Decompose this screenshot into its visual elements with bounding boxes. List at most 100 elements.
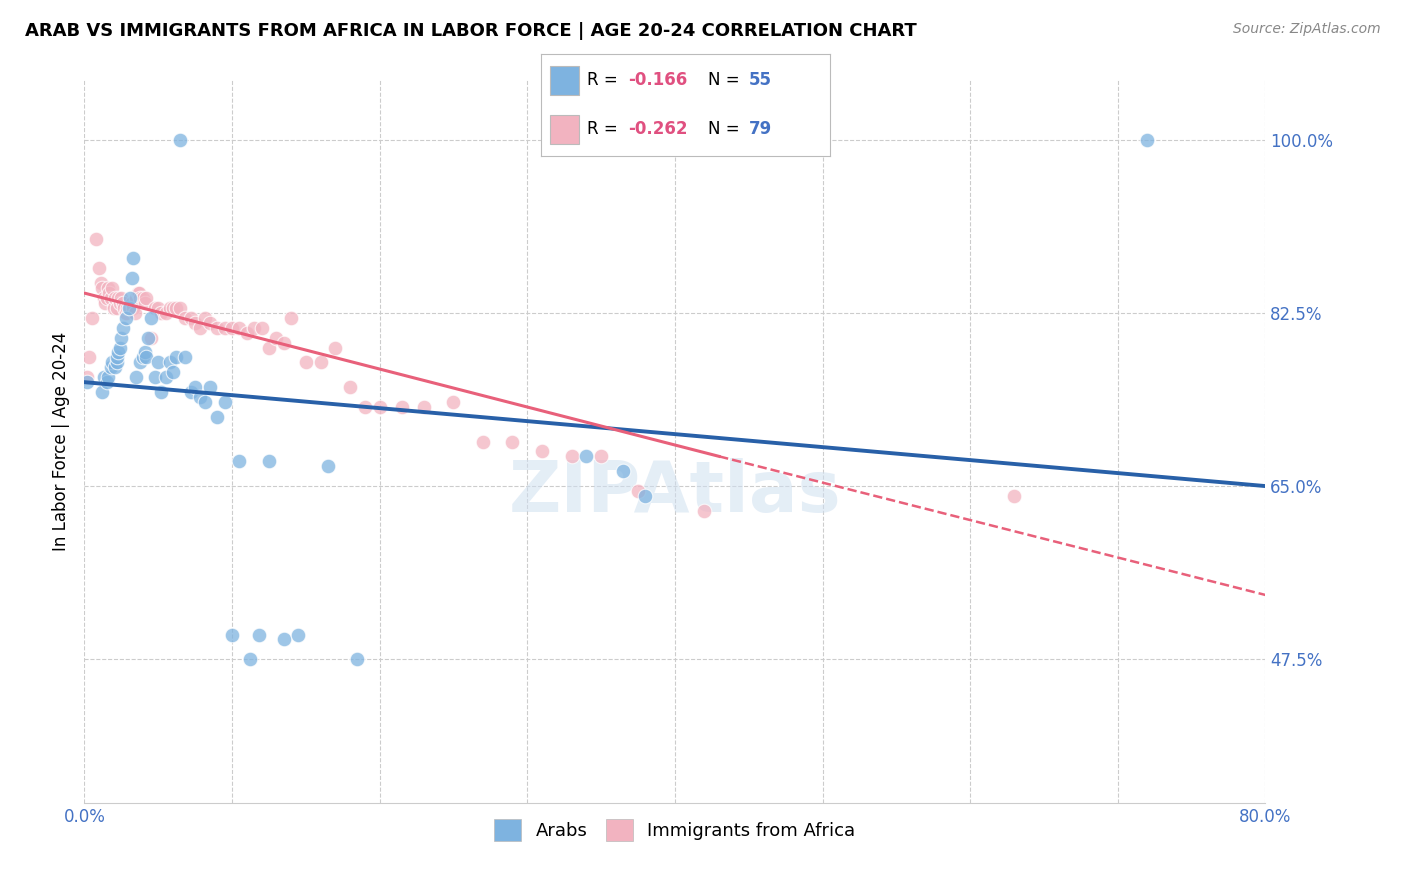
Point (148, 355, 170, 369)
Point (93, 370, 115, 384)
Point (132, 291, 155, 305)
Y-axis label: In Labor Force | Age 20-24: In Labor Force | Age 20-24 (52, 332, 70, 551)
Text: 55: 55 (749, 71, 772, 89)
Point (368, 400, 391, 414)
Point (139, 330, 162, 344)
Point (120, 301, 142, 315)
Point (221, 627, 243, 641)
Point (97, 370, 120, 384)
Point (207, 409, 229, 424)
Point (100, 360, 122, 375)
Point (110, 330, 132, 344)
Point (135, 351, 157, 365)
Point (162, 365, 184, 379)
Point (591, 450, 613, 464)
Point (561, 450, 583, 464)
Point (132, 351, 155, 365)
Point (118, 301, 141, 315)
Point (122, 301, 145, 315)
Point (316, 459, 339, 474)
Point (198, 380, 221, 394)
Point (129, 291, 152, 305)
Point (110, 291, 132, 305)
Text: ZIPAtlas: ZIPAtlas (509, 458, 841, 526)
Point (1136, 133, 1159, 147)
Point (97, 281, 120, 295)
Point (105, 301, 128, 315)
Point (531, 444, 554, 458)
Point (124, 306, 146, 320)
Point (84, 232, 107, 246)
Point (96, 291, 118, 305)
Point (273, 632, 295, 647)
Point (90, 276, 112, 290)
Point (266, 330, 288, 344)
Point (129, 355, 152, 369)
FancyBboxPatch shape (550, 115, 579, 144)
Point (184, 380, 207, 394)
Point (96, 375, 118, 389)
FancyBboxPatch shape (550, 66, 579, 95)
Text: -0.166: -0.166 (627, 71, 688, 89)
Point (236, 326, 259, 340)
Point (228, 454, 250, 468)
Text: N =: N = (709, 120, 745, 138)
Point (111, 320, 134, 334)
Point (612, 464, 634, 478)
Point (198, 316, 221, 330)
Point (100, 291, 122, 305)
Point (257, 341, 280, 355)
Point (194, 310, 217, 325)
Point (228, 320, 250, 334)
Point (103, 301, 125, 315)
Point (194, 395, 217, 409)
Point (128, 286, 150, 301)
Point (346, 652, 368, 666)
Point (98, 286, 121, 301)
Point (121, 271, 143, 285)
Point (76, 370, 98, 384)
Point (143, 301, 166, 315)
Point (214, 320, 236, 334)
Point (107, 291, 129, 305)
Point (257, 454, 280, 468)
Text: Source: ZipAtlas.com: Source: ZipAtlas.com (1233, 22, 1381, 37)
Point (114, 310, 136, 325)
Point (184, 316, 207, 330)
Point (214, 395, 236, 409)
Text: R =: R = (588, 120, 623, 138)
Point (105, 355, 128, 369)
Point (136, 330, 159, 344)
Point (80, 310, 103, 325)
Point (108, 341, 131, 355)
Point (159, 355, 181, 369)
Point (139, 310, 162, 325)
Point (413, 400, 436, 414)
Point (150, 385, 173, 400)
Point (180, 310, 202, 325)
Point (76, 375, 98, 389)
Point (247, 627, 270, 641)
Point (165, 301, 187, 315)
Point (180, 385, 202, 400)
Point (108, 296, 131, 310)
Point (104, 291, 127, 305)
Point (325, 341, 347, 355)
Point (118, 301, 141, 315)
Point (207, 320, 229, 334)
Text: -0.262: -0.262 (627, 120, 688, 138)
Point (112, 301, 135, 315)
Point (472, 434, 495, 449)
Point (501, 434, 523, 449)
Point (125, 370, 148, 384)
Point (391, 400, 413, 414)
Point (134, 296, 156, 310)
Point (188, 320, 211, 334)
Point (693, 504, 716, 518)
Point (188, 390, 211, 404)
Point (239, 652, 262, 666)
Point (165, 351, 187, 365)
Point (221, 320, 243, 334)
Point (93, 291, 115, 305)
Point (1004, 489, 1026, 503)
